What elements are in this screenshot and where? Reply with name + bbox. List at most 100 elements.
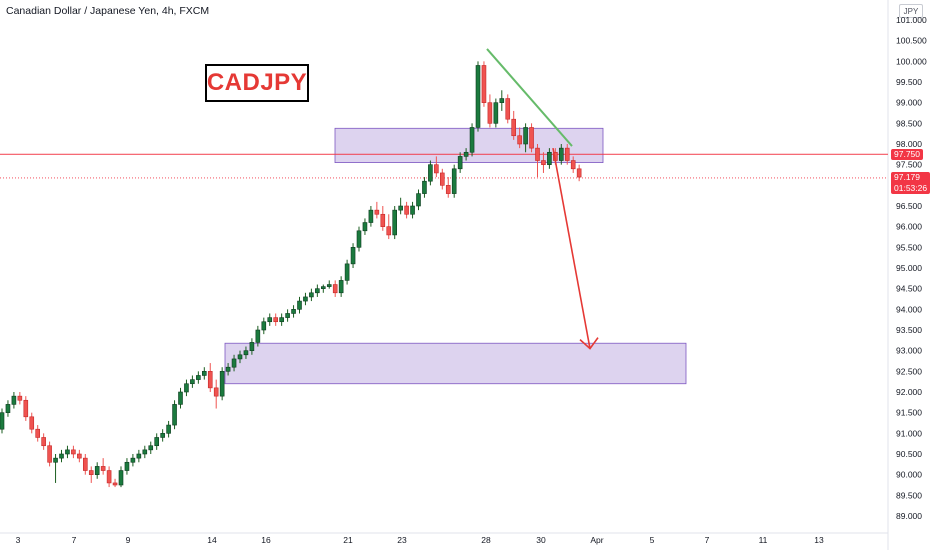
candle [541, 152, 546, 173]
candle-body [279, 317, 284, 323]
candle-body [196, 375, 201, 380]
candle-body [487, 102, 493, 124]
candle-body [547, 151, 552, 165]
candle-body [315, 288, 320, 294]
y-tick-label: 93.000 [896, 346, 922, 356]
last-price-tag: 97.179 01:53:26 [891, 172, 930, 194]
candle [410, 201, 415, 219]
candle-body [475, 65, 481, 128]
candle [350, 243, 356, 268]
candle [65, 445, 70, 459]
candle [100, 458, 106, 475]
y-tick-label: 98.000 [896, 139, 922, 149]
candle [88, 466, 94, 483]
candle [106, 466, 112, 488]
y-tick-label: 92.000 [896, 387, 922, 397]
candle-body [320, 286, 326, 289]
candle [190, 375, 195, 388]
candle [535, 144, 540, 178]
candle-body [172, 404, 177, 426]
candle-body [350, 247, 356, 265]
x-tick-label: 11 [759, 535, 768, 545]
y-tick-label: 98.500 [896, 118, 922, 128]
candle [576, 164, 582, 182]
currency-badge[interactable]: JPY [899, 4, 923, 18]
last-price-value: 97.179 [894, 172, 920, 182]
candle-body [499, 98, 505, 103]
candle-body [434, 164, 439, 174]
x-tick-label: 13 [814, 535, 824, 545]
candle-body [285, 313, 290, 318]
candle [261, 317, 267, 335]
candle-body [344, 263, 350, 281]
y-tick-label: 92.500 [896, 366, 922, 376]
candle-body [249, 342, 255, 351]
candle [172, 400, 177, 430]
candle [29, 412, 35, 434]
candle [434, 156, 439, 178]
candle-body [83, 457, 88, 471]
candle [23, 396, 29, 421]
candle-body [136, 453, 142, 459]
y-tick-label: 94.000 [896, 304, 922, 314]
candle [374, 201, 380, 219]
candle-body [47, 445, 52, 463]
candle [368, 206, 374, 227]
bar-countdown: 01:53:26 [894, 183, 928, 193]
candle [505, 94, 511, 124]
candle-body [142, 449, 148, 455]
candle [475, 61, 481, 132]
y-tick-label: 96.500 [896, 201, 922, 211]
candle [463, 148, 469, 161]
candle-body [0, 412, 5, 430]
candle-body [100, 466, 106, 471]
candle-body [112, 482, 118, 486]
candle [47, 441, 52, 467]
y-tick-label: 99.000 [896, 98, 922, 108]
candle [267, 313, 273, 326]
candle-body [523, 127, 528, 145]
candle [332, 280, 338, 297]
candle [0, 408, 5, 434]
candle-body [511, 118, 517, 137]
candle [243, 346, 249, 359]
y-tick-label: 90.500 [896, 449, 922, 459]
candle-body [154, 437, 159, 447]
candle-body [213, 387, 219, 397]
candle-body [35, 428, 41, 438]
candle [273, 313, 279, 326]
candle [255, 325, 261, 347]
candle [71, 445, 76, 459]
candle [94, 462, 100, 479]
candle [487, 94, 493, 128]
candle-body [77, 453, 82, 459]
chart-title: Canadian Dollar / Japanese Yen, 4h, FXCM [6, 5, 210, 17]
candle-body [65, 449, 70, 455]
x-tick-label: 3 [16, 535, 21, 545]
candle-body [160, 433, 165, 438]
candle [481, 61, 487, 107]
candle [148, 441, 154, 454]
candle [225, 363, 231, 376]
candle [457, 152, 463, 173]
candle-body [29, 416, 35, 430]
x-tick-label: 23 [397, 535, 407, 545]
y-tick-label: 101.000 [896, 15, 927, 25]
y-tick-label: 90.000 [896, 470, 922, 480]
symbol-label: CADJPY [206, 69, 308, 96]
candle-body [59, 453, 64, 459]
candle-body [380, 213, 386, 227]
candle [309, 288, 314, 302]
candle [451, 164, 457, 198]
x-tick-label: 5 [650, 535, 655, 545]
candle-body [469, 127, 475, 153]
y-tick-label: 97.500 [896, 160, 922, 170]
y-tick-label: 91.500 [896, 408, 922, 418]
candle-body [404, 205, 409, 215]
candle-body [225, 366, 231, 372]
candle [136, 449, 142, 463]
candle-body [94, 466, 100, 475]
candle [41, 433, 46, 450]
candle-body [576, 168, 582, 178]
